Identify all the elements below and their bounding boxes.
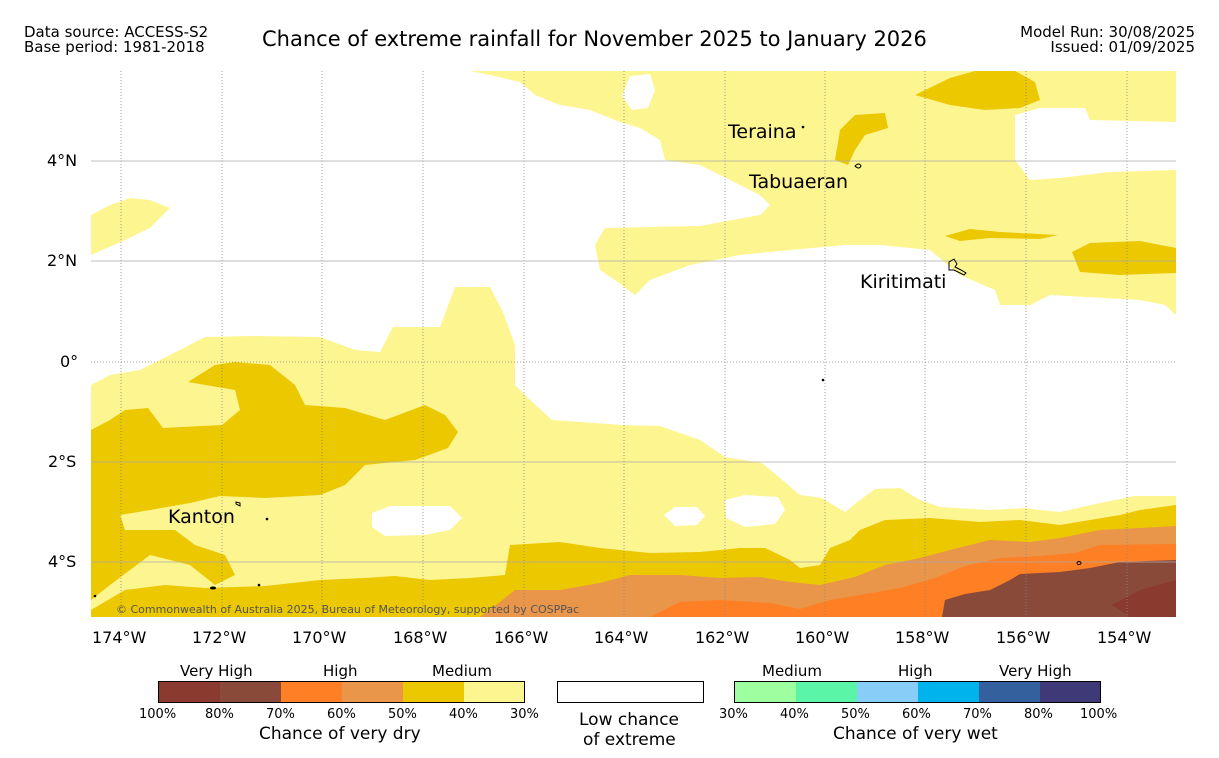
legend-dry-pct-6: 40% — [449, 707, 478, 722]
base-period-text: Base period: 1981-2018 — [24, 38, 205, 56]
dry-medium-region-north-3 — [945, 229, 1058, 241]
legend-wet-high: High — [898, 662, 933, 680]
dry-medium-light-region-small — [1120, 71, 1150, 76]
legend-wet-pct-6: 80% — [1024, 707, 1053, 722]
chart-title: Chance of extreme rainfall for November … — [262, 27, 927, 51]
legend-wet-pct-2: 40% — [780, 707, 809, 722]
legend-dry-very-high: Very High — [180, 662, 253, 680]
legend-dry-pct-2: 80% — [205, 707, 234, 722]
tabuaeran-island — [854, 163, 862, 169]
legend-dry-pct-1: 100% — [139, 707, 177, 722]
data-source-text: Data source: ACCESS-S2 — [24, 23, 209, 41]
legend-dry-colorbar — [158, 681, 525, 703]
lon-label-174w: 174°W — [92, 628, 147, 647]
legend-dry-swatch-3 — [281, 682, 342, 702]
legend-dry-swatch-1 — [159, 682, 220, 702]
legend-dry-swatch-4 — [342, 682, 403, 702]
legend-wet-very-high: Very High — [999, 662, 1072, 680]
legend-low-chance-swatch — [557, 681, 704, 703]
low-chance-hole-south-2 — [664, 507, 705, 526]
low-chance-hole-south-3 — [725, 495, 785, 527]
island-outlines — [93, 125, 1082, 598]
lon-label-160w: 160°W — [795, 628, 850, 647]
legend-wet-pct-5: 70% — [963, 707, 992, 722]
lon-label-162w: 162°W — [695, 628, 750, 647]
islet-2 — [265, 517, 269, 521]
legend-dry-swatch-2 — [220, 682, 281, 702]
legend-wet-swatch-3 — [857, 682, 918, 702]
lon-label-158w: 158°W — [895, 628, 950, 647]
legend-wet-caption: Chance of very wet — [833, 724, 998, 744]
kanton-island — [235, 501, 241, 507]
legend-wet-pct-3: 50% — [841, 707, 870, 722]
dry-medium-region-south-west — [91, 362, 458, 600]
legend-low-chance-line1: Low chance — [579, 710, 679, 730]
lat-label-4s: 4°S — [48, 552, 77, 571]
legend-dry-swatch-5 — [403, 682, 464, 702]
issued-text: Issued: 01/09/2025 — [1050, 38, 1195, 56]
islet-4 — [210, 586, 216, 590]
legend-dry-pct-3: 70% — [266, 707, 295, 722]
islet-5 — [93, 594, 97, 598]
islet-6 — [1076, 561, 1082, 565]
low-chance-hole-north — [622, 74, 655, 110]
lon-label-166w: 166°W — [494, 628, 549, 647]
legend-wet-swatch-6 — [1040, 682, 1100, 702]
legend-dry-pct-7: 30% — [510, 707, 539, 722]
legend-low-chance-line2: of extreme — [583, 730, 676, 750]
legend-wet-medium: Medium — [762, 662, 822, 680]
place-label-teraina: Teraina — [728, 121, 797, 143]
legend-wet-pct-4: 60% — [902, 707, 931, 722]
kiritimati-island — [948, 258, 967, 276]
legend-dry-caption: Chance of very dry — [259, 724, 421, 744]
lon-label-168w: 168°W — [393, 628, 448, 647]
legend-wet-pct-7: 100% — [1080, 707, 1118, 722]
legend-dry-pct-4: 60% — [327, 707, 356, 722]
dry-medium-region-north-4 — [1072, 241, 1176, 275]
lat-label-2s: 2°S — [48, 452, 77, 471]
legend-dry-medium: Medium — [432, 662, 492, 680]
lat-label-4n: 4°N — [47, 151, 78, 170]
islet-3 — [257, 583, 261, 587]
lon-label-170w: 170°W — [292, 628, 347, 647]
lon-label-172w: 172°W — [192, 628, 247, 647]
dry-medium-light-region-north — [470, 71, 1176, 315]
longitude-gridlines — [120, 71, 1128, 617]
legend-dry-swatch-6 — [464, 682, 524, 702]
legend-wet-swatch-1 — [735, 682, 796, 702]
legend-dry-pct-5: 50% — [388, 707, 417, 722]
copyright-text: © Commonwealth of Australia 2025, Bureau… — [116, 603, 580, 616]
lat-label-2n: 2°N — [47, 251, 78, 270]
place-label-kanton: Kanton — [168, 506, 235, 528]
model-run-text: Model Run: 30/08/2025 — [1020, 23, 1195, 41]
lon-label-156w: 156°W — [996, 628, 1051, 647]
map-plot-area — [91, 71, 1176, 617]
teraina-island — [801, 125, 805, 129]
islet-1 — [821, 378, 825, 382]
low-chance-hole-south-1 — [372, 506, 462, 536]
low-chance-hole-east — [1015, 108, 1176, 180]
latitude-gridlines — [91, 160, 1176, 563]
legend-dry-high: High — [323, 662, 358, 680]
dry-medium-region-north-1 — [915, 71, 1040, 110]
lon-label-164w: 164°W — [594, 628, 649, 647]
legend-wet-pct-1: 30% — [719, 707, 748, 722]
dry-medium-region-north-2 — [835, 113, 888, 165]
dry-medium-light-region-west — [91, 198, 170, 255]
legend-wet-swatch-4 — [918, 682, 979, 702]
lat-label-0: 0° — [60, 352, 79, 371]
place-label-tabuaeran: Tabuaeran — [749, 171, 849, 193]
legend-wet-swatch-2 — [796, 682, 857, 702]
legend-wet-swatch-5 — [979, 682, 1040, 702]
place-label-kiritimati: Kiritimati — [860, 271, 947, 293]
lon-label-154w: 154°W — [1097, 628, 1152, 647]
legend-wet-colorbar — [734, 681, 1101, 703]
dry-very-high-region-2 — [1112, 580, 1176, 617]
